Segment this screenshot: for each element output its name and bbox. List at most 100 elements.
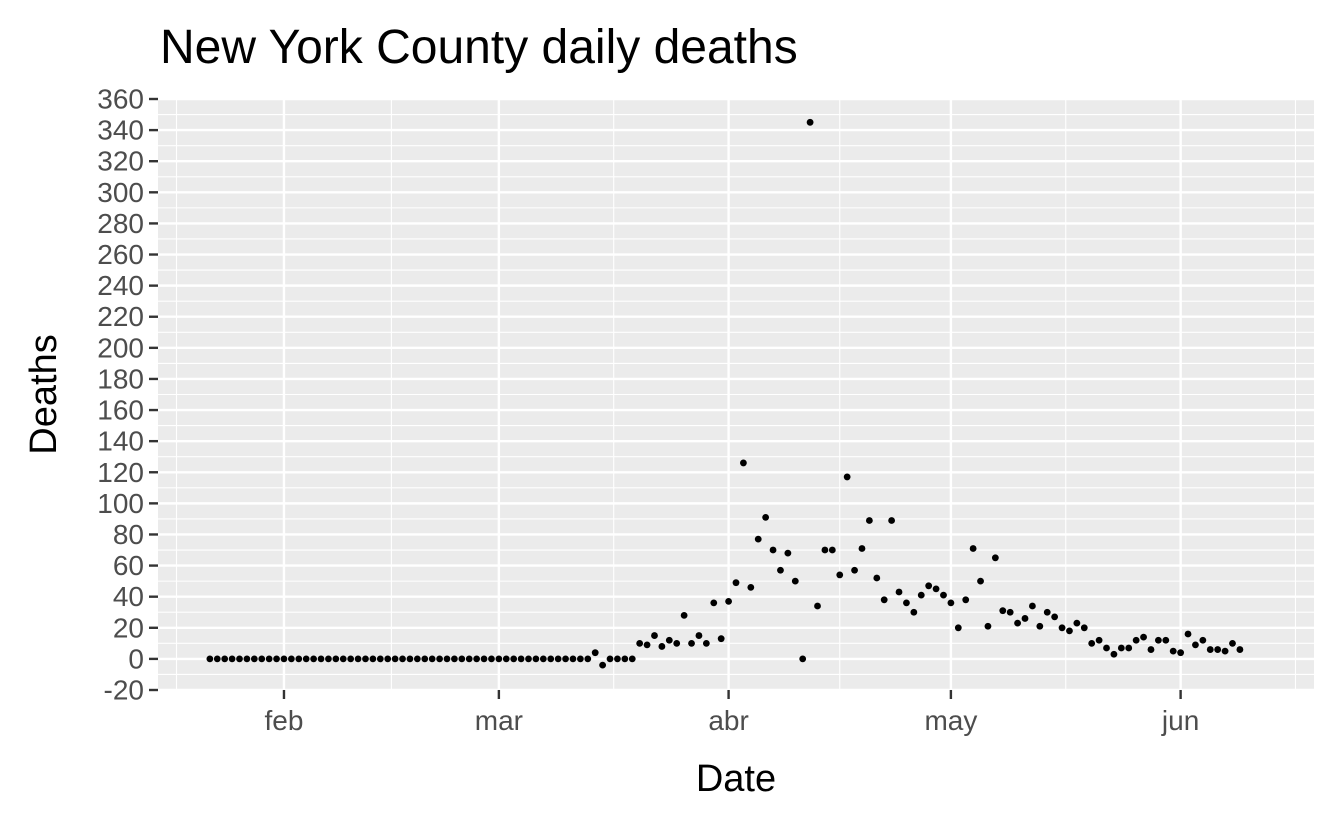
y-axis: -200204060801001201401601802002202402602…: [97, 84, 158, 706]
data-point: [413, 655, 421, 663]
x-axis-title: Date: [696, 758, 776, 800]
data-point: [851, 566, 858, 574]
data-point: [1221, 647, 1229, 655]
data-point: [680, 611, 688, 619]
data-point: [1080, 624, 1088, 632]
data-point: [962, 596, 970, 604]
data-point: [636, 639, 644, 647]
data-point: [339, 655, 347, 663]
data-point: [510, 655, 518, 663]
data-point: [1043, 608, 1051, 616]
data-point: [1095, 636, 1103, 644]
data-point: [532, 655, 540, 663]
data-point: [710, 599, 718, 607]
data-point: [562, 655, 569, 663]
x-tick-label: jun: [1161, 705, 1199, 736]
data-point: [895, 588, 903, 596]
data-point: [865, 517, 873, 524]
y-tick-label: 280: [97, 208, 144, 239]
data-point: [695, 632, 703, 639]
data-point: [458, 655, 466, 663]
data-point: [969, 545, 977, 552]
data-point: [265, 655, 273, 663]
y-tick-label: 360: [97, 84, 144, 115]
data-point: [280, 655, 288, 663]
data-point: [1051, 613, 1059, 621]
data-point: [443, 655, 451, 663]
data-point: [250, 655, 258, 663]
data-point: [1184, 630, 1192, 638]
data-point: [1029, 602, 1036, 610]
data-point: [1021, 615, 1029, 622]
y-tick-label: 180: [97, 363, 144, 394]
data-point: [858, 545, 866, 552]
y-tick-label: 340: [97, 115, 144, 146]
data-point: [525, 655, 532, 663]
data-point: [1199, 636, 1207, 644]
data-point: [1110, 650, 1118, 658]
data-point: [1147, 646, 1155, 653]
data-point: [473, 655, 481, 663]
data-point: [621, 655, 629, 663]
data-point: [769, 546, 777, 554]
data-point: [917, 591, 925, 599]
data-point: [932, 585, 940, 593]
data-point: [665, 636, 673, 644]
data-point: [273, 655, 280, 663]
data-point: [421, 655, 429, 663]
data-point: [539, 655, 547, 663]
data-point: [984, 622, 992, 630]
data-point: [784, 549, 792, 557]
data-point: [873, 574, 881, 582]
minor-gridlines: [158, 99, 1314, 690]
data-point: [791, 577, 799, 585]
data-point: [747, 583, 755, 591]
y-tick-label: 300: [97, 177, 144, 208]
data-point: [880, 596, 888, 604]
data-point: [399, 655, 406, 663]
y-tick-label: 120: [97, 457, 144, 488]
major-gridlines: [158, 97, 1314, 692]
data-point: [1125, 644, 1133, 652]
data-point: [754, 535, 762, 543]
data-point: [1177, 649, 1185, 657]
data-point: [1236, 646, 1244, 653]
y-tick-label: 80: [113, 519, 144, 550]
data-point: [287, 655, 295, 663]
data-point: [325, 655, 332, 663]
data-point: [821, 546, 829, 554]
data-point: [606, 655, 614, 663]
data-point: [658, 643, 666, 650]
data-point: [1036, 622, 1044, 630]
data-point: [599, 661, 607, 669]
data-point: [1058, 624, 1066, 632]
data-point: [480, 655, 488, 663]
data-point: [310, 655, 318, 663]
data-point: [903, 599, 910, 607]
data-point: [584, 655, 592, 663]
data-point: [1140, 633, 1147, 641]
data-point: [384, 655, 392, 663]
data-point: [428, 655, 436, 663]
data-point: [1192, 641, 1199, 649]
data-point: [799, 655, 807, 663]
data-point: [362, 655, 369, 663]
y-tick-label: 260: [97, 239, 144, 270]
data-point: [1214, 646, 1222, 653]
data-point: [347, 655, 355, 663]
data-point: [991, 554, 999, 562]
data-point: [354, 655, 362, 663]
data-point: [436, 655, 443, 663]
data-point: [206, 655, 214, 663]
data-point: [495, 655, 503, 663]
data-point: [1014, 619, 1021, 627]
data-point: [243, 655, 251, 663]
data-point: [762, 513, 770, 521]
y-tick-label: 20: [113, 612, 144, 643]
data-point: [236, 655, 243, 663]
data-point: [258, 655, 266, 663]
data-point: [777, 566, 784, 574]
y-tick-label: 100: [97, 488, 144, 519]
data-point: [977, 577, 984, 585]
